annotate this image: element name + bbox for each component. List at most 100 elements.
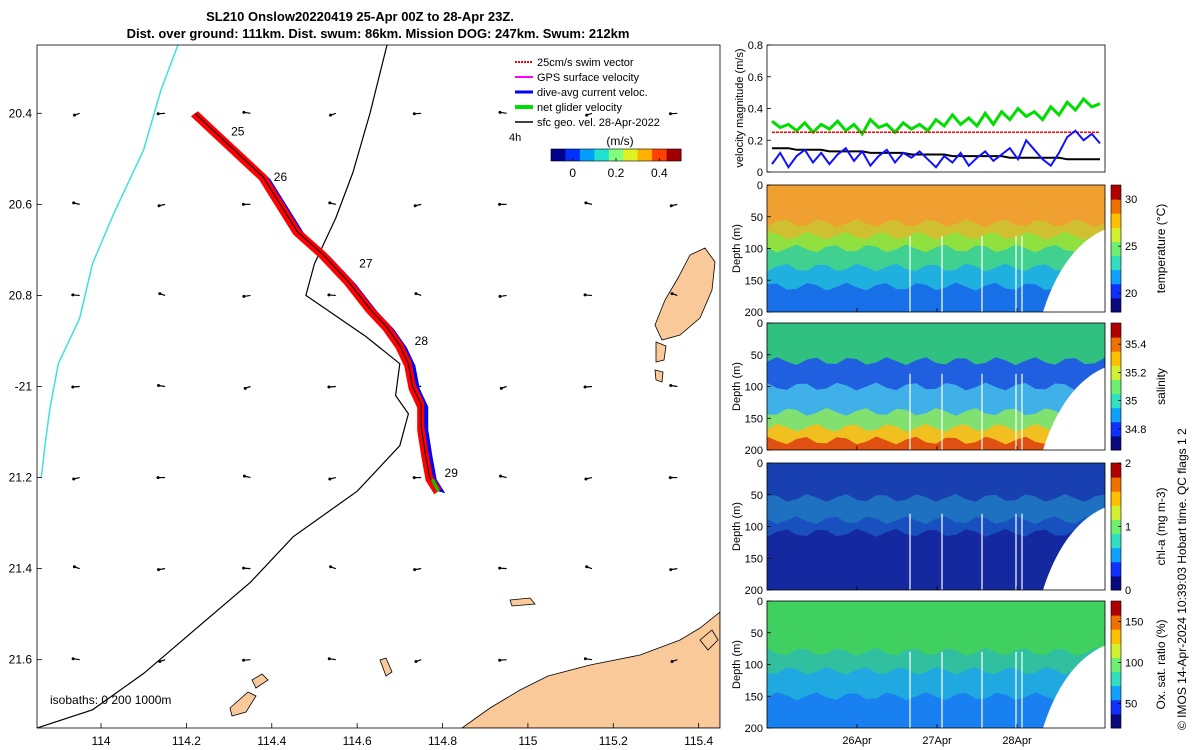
map-colorbar-segment: [637, 149, 653, 161]
profile-colorbar-segment: [1111, 421, 1121, 437]
map-colorbar-segment: [623, 149, 639, 161]
profile-panel: 0 50 100 150 200 Depth (m) 20 25 30 temperature (…: [731, 180, 1168, 319]
profile-y-tick-label: 200: [745, 585, 763, 597]
geo-velocity-arrowhead: [498, 294, 502, 298]
map-colorbar-segment: [652, 149, 668, 161]
geo-velocity-arrowhead: [156, 112, 160, 116]
profile-colorbar-segment: [1111, 351, 1121, 366]
profile-x-tick-label: 27Apr: [922, 735, 952, 747]
geo-velocity-arrowhead: [242, 566, 246, 570]
geo-velocity-arrowhead: [157, 384, 161, 388]
profile-y-tick-label: 50: [751, 490, 763, 502]
profile-band: [767, 244, 1105, 272]
profile-band: [767, 666, 1105, 701]
legend-item-current: dive-avg current veloc.: [537, 87, 648, 99]
profile-y-tick-label: 200: [745, 723, 763, 735]
profile-y-tick-label: 100: [745, 522, 763, 534]
day-marker-label: 25: [231, 125, 245, 139]
profile-y-tick-label: 200: [745, 307, 763, 319]
map-y-axis: 20.4 20.6 20.8 -21 21.2 21.4 21.6: [9, 106, 42, 667]
geo-velocity-arrowhead: [242, 658, 246, 662]
geo-velocity-arrowhead: [668, 476, 672, 480]
profile-heatmap: [767, 323, 1105, 450]
map-y-tick-label: 20.6: [9, 197, 33, 211]
day-marker-label: 27: [359, 257, 373, 271]
velocity-y-tick-label: 0: [757, 167, 763, 179]
geo-velocity-arrowhead: [156, 476, 160, 480]
profile-colorbar-frame: [1110, 322, 1122, 451]
profile-colorbar-segment: [1111, 657, 1121, 673]
profile-y-axis-label: Depth (m): [731, 362, 743, 411]
map-colorbar-tick-label: 0.2: [608, 166, 625, 180]
profile-colorbar-segment: [1111, 379, 1121, 395]
map-x-tick-label: 114.6: [343, 734, 372, 748]
profile-y-tick-label: 0: [757, 318, 763, 330]
map-y-tick-label: 20.8: [9, 288, 33, 302]
geo-velocity-arrowhead: [241, 202, 245, 206]
profile-colorbar-label: chl-a (mg m-3): [1154, 487, 1168, 565]
profile-y-axis-label: Depth (m): [731, 502, 743, 551]
velocity-series-line: [771, 129, 1101, 170]
profile-colorbar-tick-label: 100: [1125, 657, 1143, 669]
map-x-tick-label: 114.2: [172, 734, 201, 748]
geo-velocity-arrowhead: [71, 385, 75, 389]
map-y-tick-label: 21.2: [9, 471, 33, 485]
geo-velocity-arrowhead: [71, 657, 75, 661]
geo-velocity-arrowhead: [157, 204, 161, 208]
map-colorbar-segment: [594, 149, 610, 161]
land-barrow-island: [654, 247, 716, 341]
geo-velocity-arrowhead: [72, 201, 76, 205]
map-colorbar-tick-label: 0.4: [651, 166, 668, 180]
geo-velocity-arrowhead: [583, 657, 587, 661]
no-data-region: [1043, 507, 1105, 590]
geo-velocity-arrowhead: [669, 384, 673, 388]
profile-panel: 0 50 100 150 200 Depth (m) 0 1 2 chl-a (mg m-3): [731, 458, 1168, 597]
profile-colorbar-frame: [1110, 600, 1122, 729]
geo-velocity-arrowhead: [668, 112, 672, 116]
map-y-tick-label: 21.6: [9, 653, 33, 667]
velocity-y-tick-label: 0.8: [748, 40, 763, 52]
map-colorbar-segment: [551, 149, 566, 161]
profile-colorbar-segment: [1111, 407, 1121, 423]
profile-colorbar-segment: [1111, 491, 1121, 506]
geo-velocity-arrowhead: [584, 201, 588, 205]
geo-velocity-arrowhead: [585, 113, 589, 117]
geo-velocity-arrowhead: [242, 110, 246, 114]
profile-band: [767, 528, 1105, 590]
profile-panel: 0 50 100 150 200 Depth (m) 34.8 35 35.2 35.4 salin…: [731, 318, 1168, 457]
geo-velocity-arrowhead: [412, 476, 416, 480]
no-data-region: [1043, 367, 1105, 450]
profile-colorbar-tick-label: 1: [1125, 522, 1131, 534]
geo-velocity-arrowhead: [158, 660, 162, 664]
geo-velocity-vectors: [71, 110, 678, 664]
profile-colorbar-tick-label: 35.2: [1125, 367, 1146, 379]
day-marker-label: 26: [274, 170, 288, 184]
profile-heatmap: [767, 463, 1105, 590]
profile-colorbar-segment: [1111, 199, 1121, 214]
geo-velocity-arrowhead: [585, 565, 589, 569]
geo-velocity-arrowhead: [242, 474, 246, 478]
day-marker-label: 28: [415, 334, 429, 348]
geo-velocity-arrowhead: [499, 474, 503, 478]
net-glider-velocity-arrow: [430, 478, 440, 492]
profile-colorbar-segment: [1111, 629, 1121, 644]
profile-colorbar-label: temperature (°C): [1154, 204, 1168, 294]
velocity-series-line: [772, 147, 1100, 161]
geo-velocity-arrowhead: [499, 386, 503, 390]
map-legend: 25cm/s swim vector GPS surface velocity …: [509, 57, 660, 144]
land-small-island-6: [379, 657, 393, 677]
velocity-y-axis-label: velocity magnitude (m/s): [734, 48, 746, 167]
figure-title-line2: Dist. over ground: 111km. Dist. swum: 86…: [127, 26, 630, 41]
map-colorbar: 0 0.2 0.4: [550, 148, 682, 180]
map-colorbar-segment: [579, 149, 595, 161]
profile-band: [767, 647, 1105, 675]
profile-colorbar-segment: [1111, 533, 1121, 549]
geo-velocity-arrowhead: [669, 204, 673, 208]
profile-colorbar-segment: [1111, 269, 1121, 285]
geo-velocity-arrowhead: [583, 293, 587, 297]
day-marker-label: 29: [445, 466, 459, 480]
map-colorbar-segment: [565, 149, 581, 161]
profile-colorbar-segment: [1111, 505, 1121, 520]
legend-extra-label: 4h: [509, 132, 521, 144]
profile-panel: 0 50 100 150 200 Depth (m) 50 100 150 Ox. sat. ra…: [731, 596, 1168, 747]
